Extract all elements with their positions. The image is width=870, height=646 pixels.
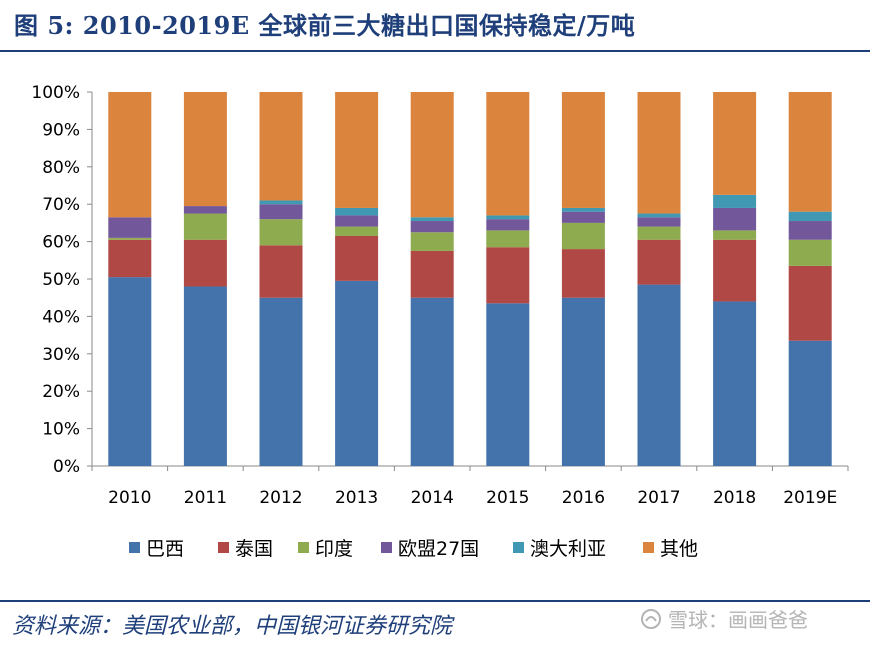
bar-segment-2016-印度 xyxy=(561,222,605,250)
legend-label-印度: 印度 xyxy=(315,538,353,560)
bar-segment-2018-泰国 xyxy=(713,239,757,302)
bar-segment-2012-欧盟27国 xyxy=(259,204,303,220)
bar-segment-2013-澳大利亚 xyxy=(335,207,379,216)
bar-segment-2014-巴西 xyxy=(410,297,454,466)
bar-segment-2014-其他 xyxy=(410,92,454,218)
bar-segment-2019E-泰国 xyxy=(788,265,832,341)
bar-segment-2014-澳大利亚 xyxy=(410,217,454,222)
bar-segment-2012-其他 xyxy=(259,92,303,201)
bar-segment-2019E-巴西 xyxy=(788,340,832,466)
stacked-bar-chart: 0% 10% 20% 30% 40% 50% 60% 70% 80% 90% 100% 2010 201… xyxy=(31,83,849,560)
legend-swatch-泰国 xyxy=(218,542,229,553)
bar-segment-2011-泰国 xyxy=(183,239,227,287)
bar-segment-2010-其他 xyxy=(108,92,152,218)
bar-segment-2011-巴西 xyxy=(183,286,227,466)
bar-segment-2015-其他 xyxy=(486,92,530,216)
x-tick-label: 2011 xyxy=(184,488,227,508)
x-tick-label: 2019E xyxy=(783,488,837,508)
bar-segment-2010-印度 xyxy=(108,237,152,240)
y-tick-label: 100% xyxy=(31,83,80,103)
title-rule xyxy=(0,50,870,52)
bar-segment-2019E-其他 xyxy=(788,92,832,212)
bar-segment-2018-其他 xyxy=(713,92,757,195)
bar-segment-2015-印度 xyxy=(486,230,530,248)
legend-label-其他: 其他 xyxy=(660,538,698,560)
bar-segment-2016-巴西 xyxy=(561,297,605,466)
bar-segment-2017-其他 xyxy=(637,92,681,214)
bar-segment-2018-欧盟27国 xyxy=(713,207,757,231)
legend-swatch-欧盟27国 xyxy=(381,542,392,553)
bar-segment-2016-澳大利亚 xyxy=(561,207,605,212)
bar-segment-2015-欧盟27国 xyxy=(486,219,530,231)
bar-segment-2012-巴西 xyxy=(259,297,303,466)
bar-segment-2010-泰国 xyxy=(108,239,152,278)
bar-segment-2017-印度 xyxy=(637,226,681,240)
bar-segment-2016-其他 xyxy=(561,92,605,208)
bar-segment-2010-巴西 xyxy=(108,277,152,466)
legend-swatch-印度 xyxy=(298,542,309,553)
x-tick-label: 2016 xyxy=(562,488,605,508)
bar-segment-2015-澳大利亚 xyxy=(486,215,530,220)
chart-title: 图 5: 2010-2019E 全球前三大糖出口国保持稳定/万吨 xyxy=(14,11,636,40)
bar-segment-2012-澳大利亚 xyxy=(259,200,303,205)
legend-label-澳大利亚: 澳大利亚 xyxy=(530,538,606,560)
bar-segment-2011-欧盟27国 xyxy=(183,206,227,214)
legend-swatch-其他 xyxy=(643,542,654,553)
y-tick-label: 70% xyxy=(42,195,80,215)
bar-segment-2019E-印度 xyxy=(788,239,832,266)
bar-segment-2011-其他 xyxy=(183,92,227,207)
bar-segment-2013-印度 xyxy=(335,226,379,236)
y-tick-label: 60% xyxy=(42,233,80,253)
legend-label-巴西: 巴西 xyxy=(146,538,184,560)
bar-segment-2014-泰国 xyxy=(410,250,454,298)
bar-segment-2013-巴西 xyxy=(335,280,379,466)
bar-segment-2018-巴西 xyxy=(713,301,757,466)
y-tick-label: 30% xyxy=(42,345,80,365)
y-tick-label: 20% xyxy=(42,382,80,402)
watermark: 雪球：画画爸爸 xyxy=(640,604,808,633)
bar-segment-2018-澳大利亚 xyxy=(713,194,757,208)
y-tick-label: 80% xyxy=(42,158,80,178)
bar-segment-2017-澳大利亚 xyxy=(637,213,681,218)
y-tick-label: 90% xyxy=(42,120,80,140)
snowball-logo-icon xyxy=(641,608,661,629)
source-note: 资料来源：美国农业部，中国银河证券研究院 xyxy=(12,614,453,639)
bar-segment-2013-其他 xyxy=(335,92,379,208)
legend-swatch-巴西 xyxy=(129,542,140,553)
legend-label-泰国: 泰国 xyxy=(235,538,273,560)
source-rule xyxy=(0,600,870,602)
x-tick-label: 2014 xyxy=(411,488,454,508)
bar-segment-2014-欧盟27国 xyxy=(410,221,454,233)
bar-segment-2017-泰国 xyxy=(637,239,681,285)
x-tick-label: 2015 xyxy=(486,488,529,508)
bar-segment-2011-印度 xyxy=(183,213,227,240)
bar-segment-2016-欧盟27国 xyxy=(561,211,605,223)
legend-swatch-澳大利亚 xyxy=(513,542,524,553)
bar-segment-2018-印度 xyxy=(713,230,757,240)
bar-segment-2012-泰国 xyxy=(259,245,303,298)
bar-segment-2013-泰国 xyxy=(335,235,379,281)
y-tick-label: 50% xyxy=(42,270,80,290)
y-tick-label: 10% xyxy=(42,420,80,440)
bar-segment-2019E-澳大利亚 xyxy=(788,211,832,222)
bar-segment-2013-欧盟27国 xyxy=(335,215,379,227)
x-tick-label: 2010 xyxy=(108,488,151,508)
bar-segment-2016-泰国 xyxy=(561,249,605,298)
bar-segment-2014-印度 xyxy=(410,232,454,251)
bar-segment-2019E-欧盟27国 xyxy=(788,221,832,240)
legend-label-欧盟27国: 欧盟27国 xyxy=(398,538,479,560)
bar-segment-2010-欧盟27国 xyxy=(108,217,152,238)
x-tick-label: 2013 xyxy=(335,488,378,508)
bar-segment-2015-巴西 xyxy=(486,303,530,466)
y-tick-label: 0% xyxy=(53,457,80,477)
bar-segment-2017-巴西 xyxy=(637,284,681,466)
bar-segment-2012-印度 xyxy=(259,219,303,246)
x-tick-label: 2018 xyxy=(713,488,756,508)
bar-segment-2015-泰国 xyxy=(486,247,530,304)
bar-segment-2017-欧盟27国 xyxy=(637,217,681,227)
watermark-text: 雪球：画画爸爸 xyxy=(668,608,808,632)
y-tick-label: 40% xyxy=(42,307,80,327)
x-tick-label: 2017 xyxy=(637,488,680,508)
x-tick-label: 2012 xyxy=(259,488,302,508)
